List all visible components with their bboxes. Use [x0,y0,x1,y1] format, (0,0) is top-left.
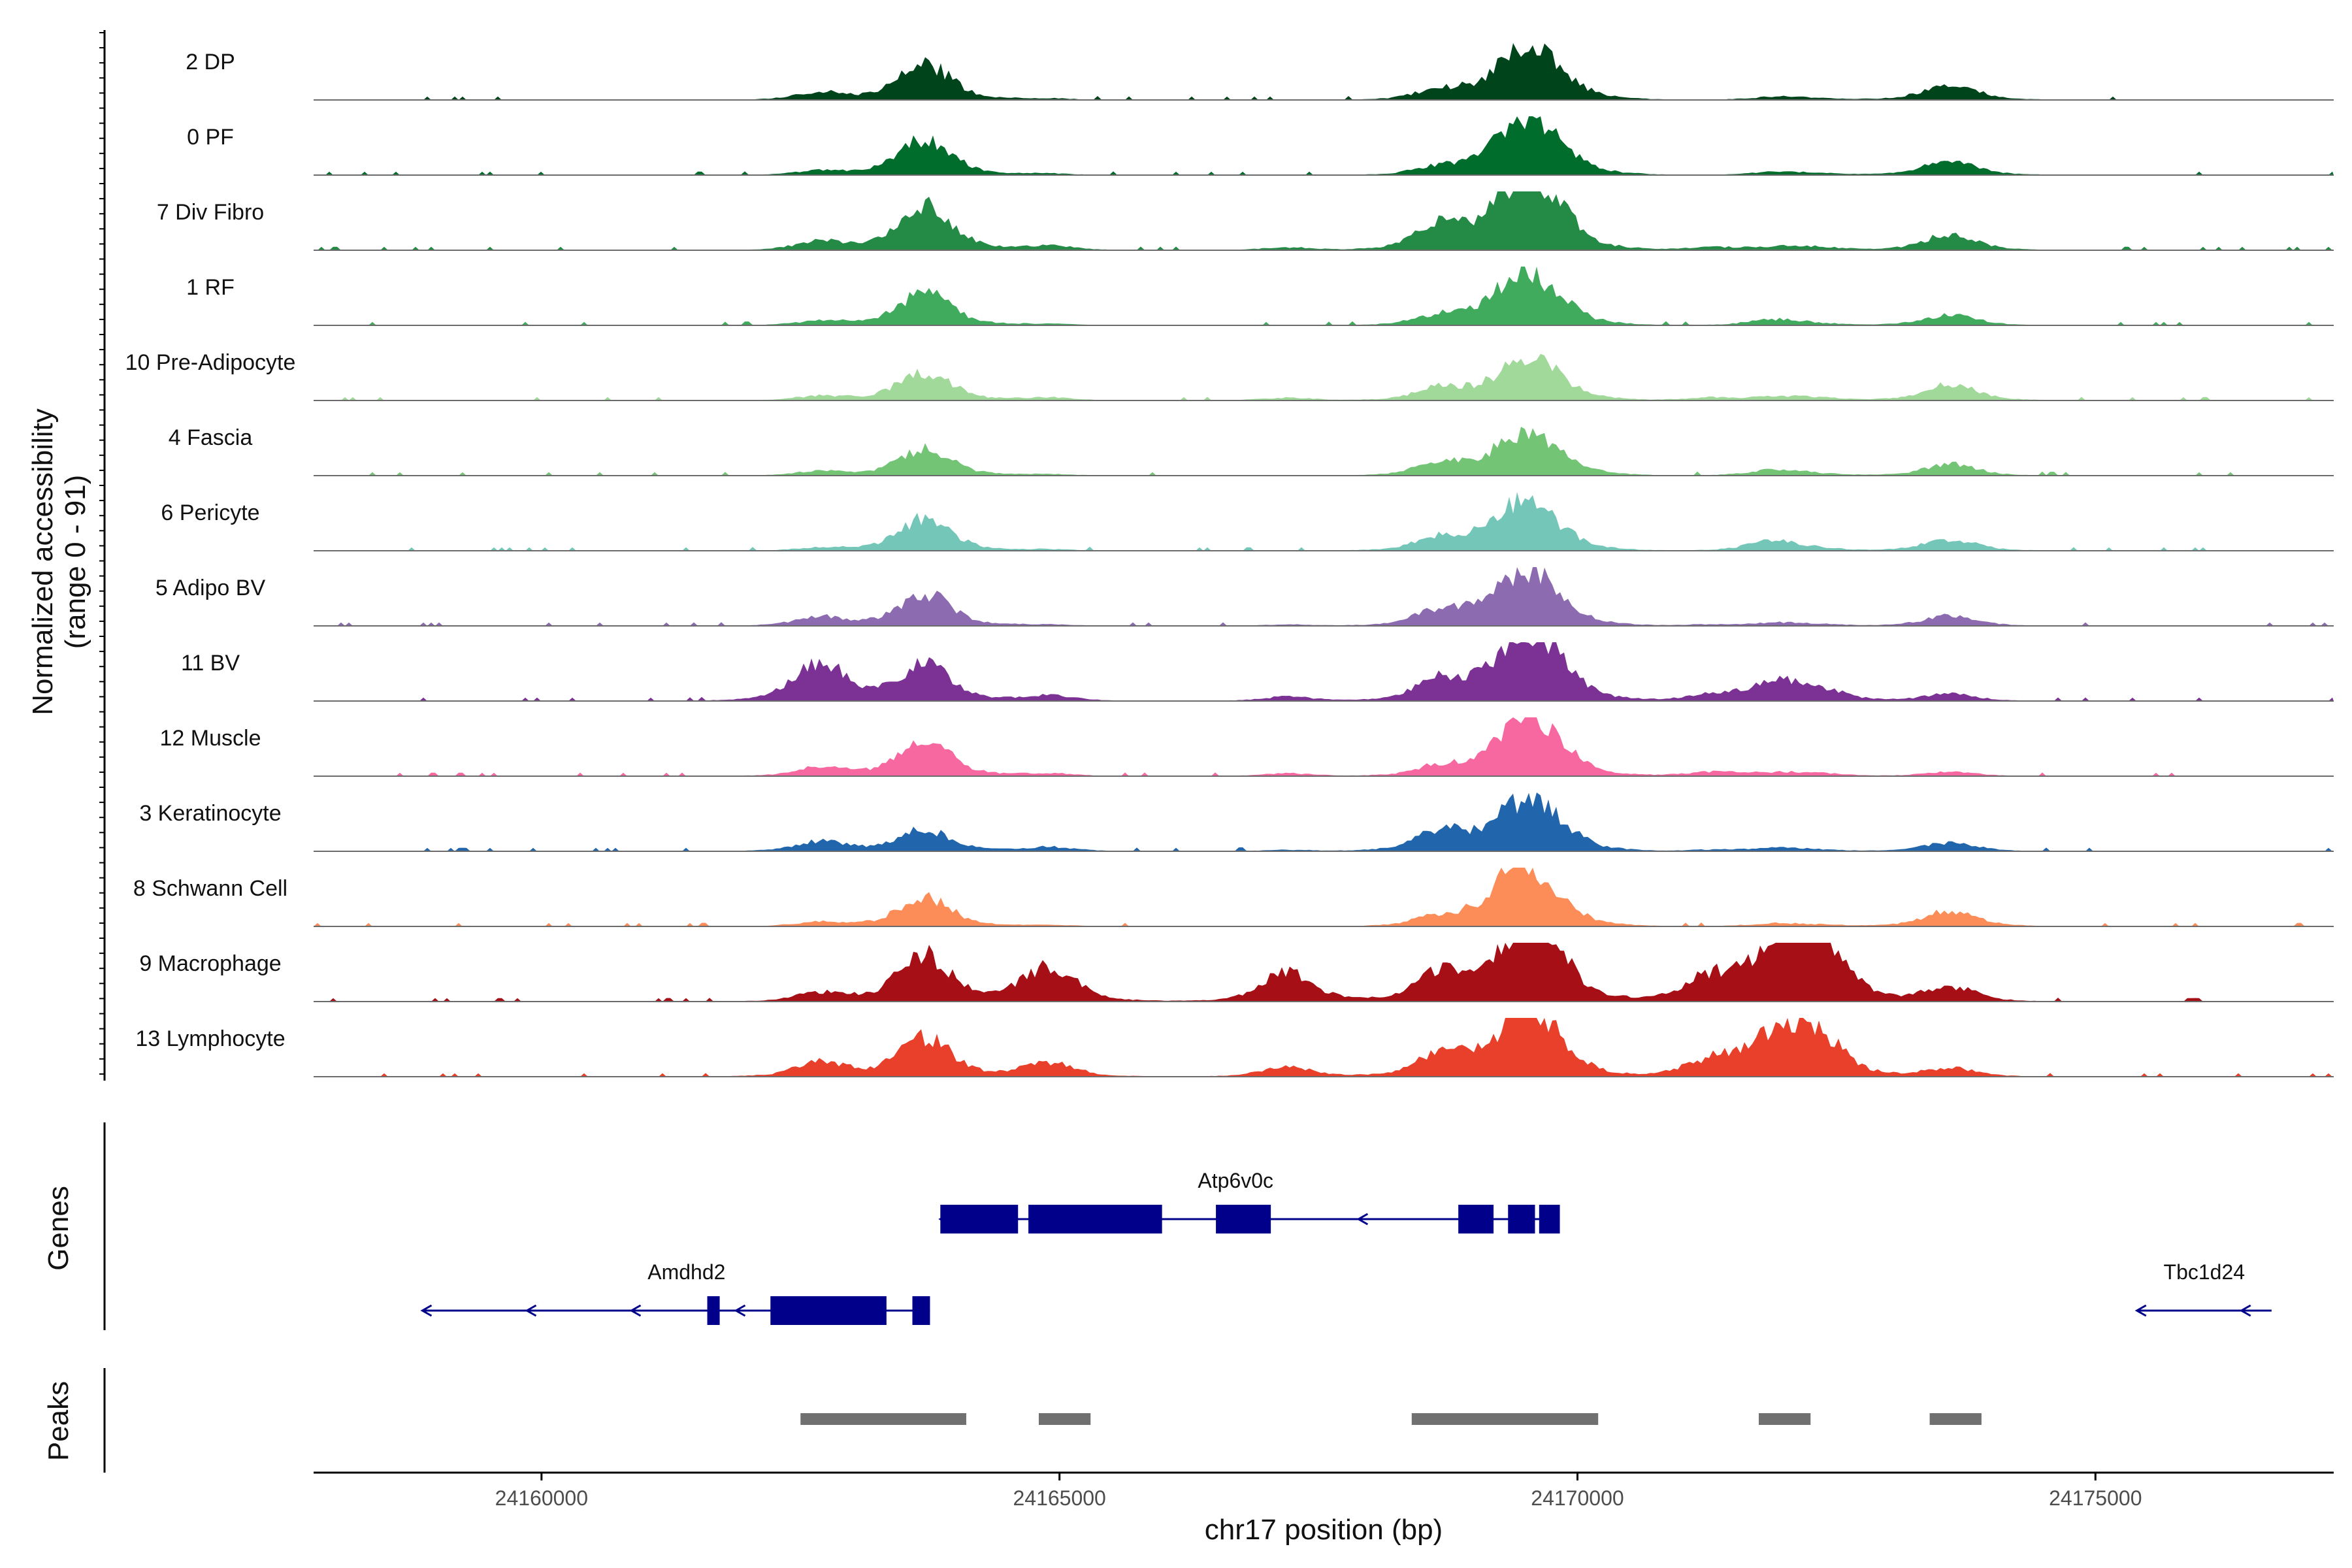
exon [940,1205,1019,1233]
track-label: 4 Fascia [169,425,253,450]
strand-arrow [629,1304,642,1317]
track-area [314,191,2334,250]
y-axis-title: Normalized accessibility (range 0 - 91) [27,408,91,715]
y-axis-ticks [99,32,105,1075]
exon [1539,1205,1560,1233]
track-2: 7 Div Fibro [157,191,2334,251]
peak-bar [1411,1413,1599,1425]
gene-label: Tbc1d24 [2164,1260,2246,1284]
track-5: 4 Fascia [169,425,2334,476]
strand-arrow [420,1304,433,1317]
track-area [314,642,2334,701]
track-area [314,868,2334,926]
peaks-panel-title: Peaks [42,1381,74,1461]
track-label: 3 Keratinocyte [139,801,281,826]
genes-panel-title: Genes [42,1186,74,1271]
track-area [314,943,2334,1002]
exon [912,1296,930,1325]
track-label: 13 Lymphocyte [135,1026,285,1051]
track-label: 6 Pericyte [161,500,259,525]
coverage-tracks: 2 DP 0 PF 7 Div Fibro 1 RF 10 Pre-Adipocyte 4… [125,42,2334,1077]
track-area [314,792,2334,851]
track-label: 11 BV [181,651,240,676]
gene-atp6v0c: Atp6v0c [938,1169,1560,1233]
track-1: 0 PF [187,116,2334,176]
y-axis-title-line1: Normalized accessibility [27,408,59,715]
track-area [314,492,2334,551]
track-label: 0 PF [187,125,234,150]
x-tick-label: 24170000 [1531,1486,1624,1510]
strand-arrow [1356,1213,1369,1226]
track-label: 10 Pre-Adipocyte [125,350,296,375]
gene-label: Atp6v0c [1198,1169,1273,1192]
x-tick-label: 24165000 [1013,1486,1105,1510]
strand-arrow [2134,1304,2147,1317]
track-area [314,717,2334,776]
exon [1458,1205,1494,1233]
track-area [314,1018,2334,1077]
gene-amdhd2: Amdhd2 [420,1260,930,1325]
track-area [314,353,2334,400]
track-label: 8 Schwann Cell [133,876,287,901]
track-12: 9 Macrophage [139,943,2334,1002]
track-label: 12 Muscle [160,726,261,751]
track-area [314,116,2334,175]
exon [707,1296,720,1325]
exon [1216,1205,1271,1233]
track-0: 2 DP [186,42,2334,101]
x-axis-title: chr17 position (bp) [1205,1514,1443,1546]
track-8: 11 BV [181,642,2334,702]
track-9: 12 Muscle [160,717,2334,777]
genes-track: Atp6v0c Amdhd2 Tbc1d24 [420,1169,2272,1325]
track-3: 1 RF [186,267,2334,326]
track-label: 2 DP [186,50,235,74]
track-7: 5 Adipo BV [155,567,2334,627]
x-tick-label: 24160000 [495,1486,588,1510]
peak-bar [1038,1413,1091,1425]
gene-tbc1d24: Tbc1d24 [2134,1260,2272,1317]
track-area [314,567,2334,626]
peaks-track [800,1413,1982,1425]
track-6: 6 Pericyte [161,492,2334,551]
track-4: 10 Pre-Adipocyte [125,350,2334,401]
track-11: 8 Schwann Cell [133,868,2334,927]
strand-arrow [2239,1304,2251,1317]
track-label: 7 Div Fibro [157,200,264,225]
exon [1508,1205,1535,1233]
track-10: 3 Keratinocyte [139,792,2334,852]
gene-label: Amdhd2 [647,1260,725,1284]
track-label: 1 RF [186,275,235,300]
track-label: 5 Adipo BV [155,576,266,600]
peak-bar [1758,1413,1811,1425]
exon [1028,1205,1162,1233]
track-area [314,267,2334,325]
strand-arrow [734,1304,746,1317]
track-13: 13 Lymphocyte [135,1018,2334,1077]
x-axis-ticks: 24160000 24165000 24170000 24175000 [495,1473,2142,1510]
track-label: 9 Macrophage [139,951,281,976]
peak-bar [1929,1413,1982,1425]
strand-arrow [525,1304,537,1317]
exon [770,1296,887,1325]
y-axis-title-line2: (range 0 - 91) [59,475,91,649]
track-area [314,42,2334,100]
peak-bar [800,1413,966,1425]
track-area [314,427,2334,476]
x-tick-label: 24175000 [2049,1486,2142,1510]
